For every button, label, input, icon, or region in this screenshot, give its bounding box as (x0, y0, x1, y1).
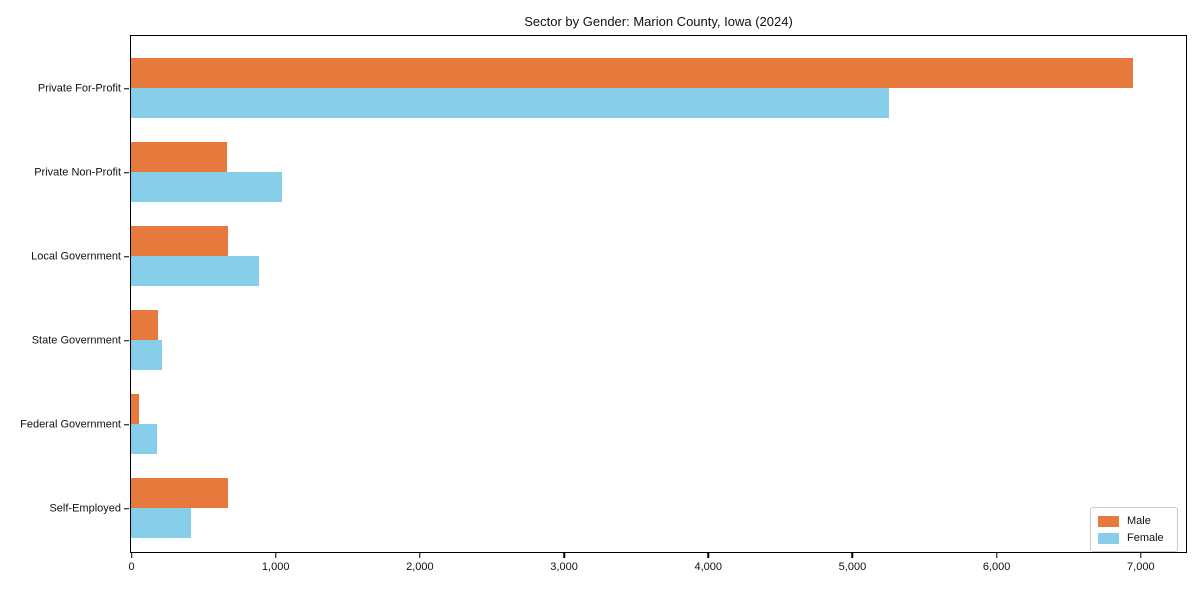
y-tick-mark (124, 255, 129, 258)
x-tick-label: 2,000 (406, 561, 434, 573)
bar-female-4 (131, 424, 157, 454)
y-category-label: State Government (31, 334, 121, 346)
legend-label: Female (1127, 532, 1164, 544)
chart-title: Sector by Gender: Marion County, Iowa (2… (524, 14, 793, 29)
x-tick-mark (563, 553, 565, 558)
x-tick-label: 1,000 (261, 561, 290, 573)
x-tick-label: 4,000 (694, 561, 722, 573)
x-tick-mark (851, 553, 854, 558)
legend-swatch-female (1098, 532, 1119, 544)
y-category-label: Private For-Profit (37, 82, 121, 94)
bar-male-5 (131, 478, 228, 508)
y-category-label: Self-Employed (49, 502, 121, 514)
legend-swatch-male (1098, 515, 1119, 527)
x-tick-mark (274, 553, 277, 558)
y-tick-mark (124, 171, 129, 174)
y-tick-mark (124, 507, 129, 510)
plot-area (130, 35, 1187, 553)
bar-male-0 (131, 58, 1134, 88)
bar-male-3 (131, 310, 158, 340)
x-tick-label: 3,000 (550, 561, 578, 573)
y-tick-mark (124, 339, 129, 342)
x-tick-mark (419, 553, 421, 558)
legend: Male Female (1090, 507, 1178, 552)
legend-entry-male: Male (1098, 515, 1170, 527)
y-tick-mark (124, 87, 129, 90)
x-tick-mark (130, 553, 133, 558)
x-tick-label: 0 (128, 561, 135, 573)
y-tick-mark (124, 423, 129, 426)
legend-entry-female: Female (1098, 532, 1170, 544)
x-tick-label: 6,000 (982, 561, 1011, 573)
y-category-label: Private Non-Profit (34, 166, 121, 178)
x-tick-mark (995, 553, 998, 558)
bar-female-5 (131, 508, 191, 538)
x-tick-mark (1140, 553, 1142, 558)
bar-female-2 (131, 256, 259, 286)
y-category-label: Federal Government (20, 418, 121, 430)
bar-male-4 (131, 394, 139, 424)
y-category-label: Local Government (31, 250, 121, 262)
bar-female-3 (131, 340, 162, 370)
legend-label: Male (1127, 515, 1151, 527)
bar-female-1 (131, 172, 283, 202)
x-tick-mark (707, 553, 709, 558)
bar-female-0 (131, 88, 890, 118)
x-tick-label: 5,000 (838, 561, 867, 573)
bar-male-2 (131, 226, 228, 256)
x-tick-label: 7,000 (1127, 561, 1155, 573)
bar-male-1 (131, 142, 227, 172)
